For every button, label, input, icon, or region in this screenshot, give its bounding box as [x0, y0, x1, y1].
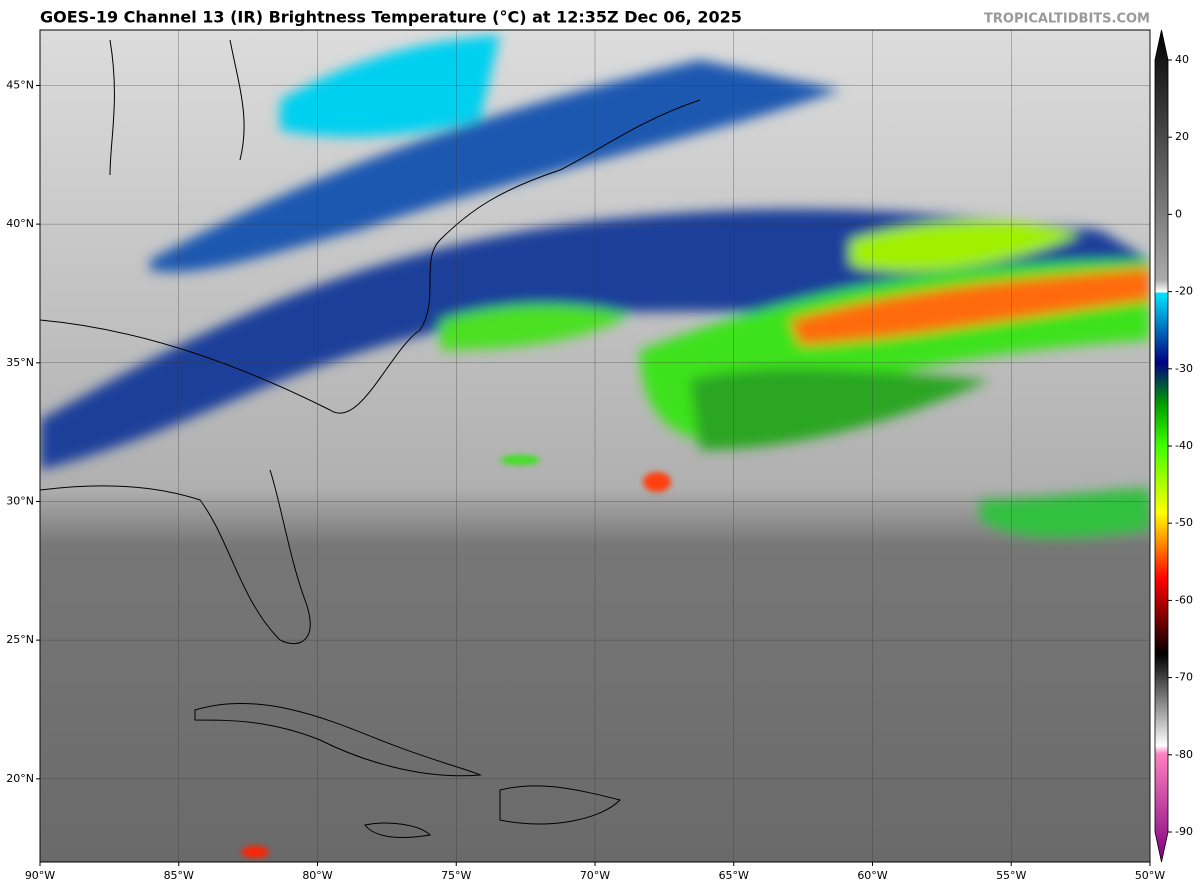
- lon-tick-label: 65°W: [719, 869, 749, 882]
- lat-tick-label: 40°N: [6, 217, 34, 230]
- lat-tick-label: 35°N: [6, 356, 34, 369]
- colorbar-tick-label: -80: [1175, 748, 1193, 761]
- colorbar-tick-label: -90: [1175, 825, 1193, 838]
- lon-tick-label: 60°W: [857, 869, 887, 882]
- lon-tick-label: 50°W: [1135, 869, 1165, 882]
- lon-tick-label: 85°W: [164, 869, 194, 882]
- lat-tick-label: 25°N: [6, 633, 34, 646]
- lon-tick-label: 70°W: [580, 869, 610, 882]
- lat-tick-label: 45°N: [6, 78, 34, 91]
- lat-tick-label: 30°N: [6, 494, 34, 507]
- lon-tick-label: 80°W: [302, 869, 332, 882]
- colorbar-tick-label: -50: [1175, 516, 1193, 529]
- lon-tick-label: 75°W: [441, 869, 471, 882]
- colorbar-tick-label: 20: [1175, 130, 1189, 143]
- lat-tick-label: 20°N: [6, 772, 34, 785]
- colorbar-tick-label: -30: [1175, 362, 1193, 375]
- colorbar-tick-label: -60: [1175, 593, 1193, 606]
- colorbar-tick-label: -70: [1175, 671, 1193, 684]
- map-title: GOES-19 Channel 13 (IR) Brightness Tempe…: [40, 8, 742, 27]
- colorbar: [1154, 29, 1169, 863]
- colorbar-tick-label: 40: [1175, 53, 1189, 66]
- colorbar-tick-label: 0: [1175, 207, 1182, 220]
- lon-tick-label: 90°W: [25, 869, 55, 882]
- colorbar-tick-label: -20: [1175, 285, 1193, 298]
- watermark: TROPICALTIDBITS.COM: [984, 12, 1150, 27]
- lon-tick-label: 55°W: [996, 869, 1026, 882]
- colorbar-tick-label: -40: [1175, 439, 1193, 452]
